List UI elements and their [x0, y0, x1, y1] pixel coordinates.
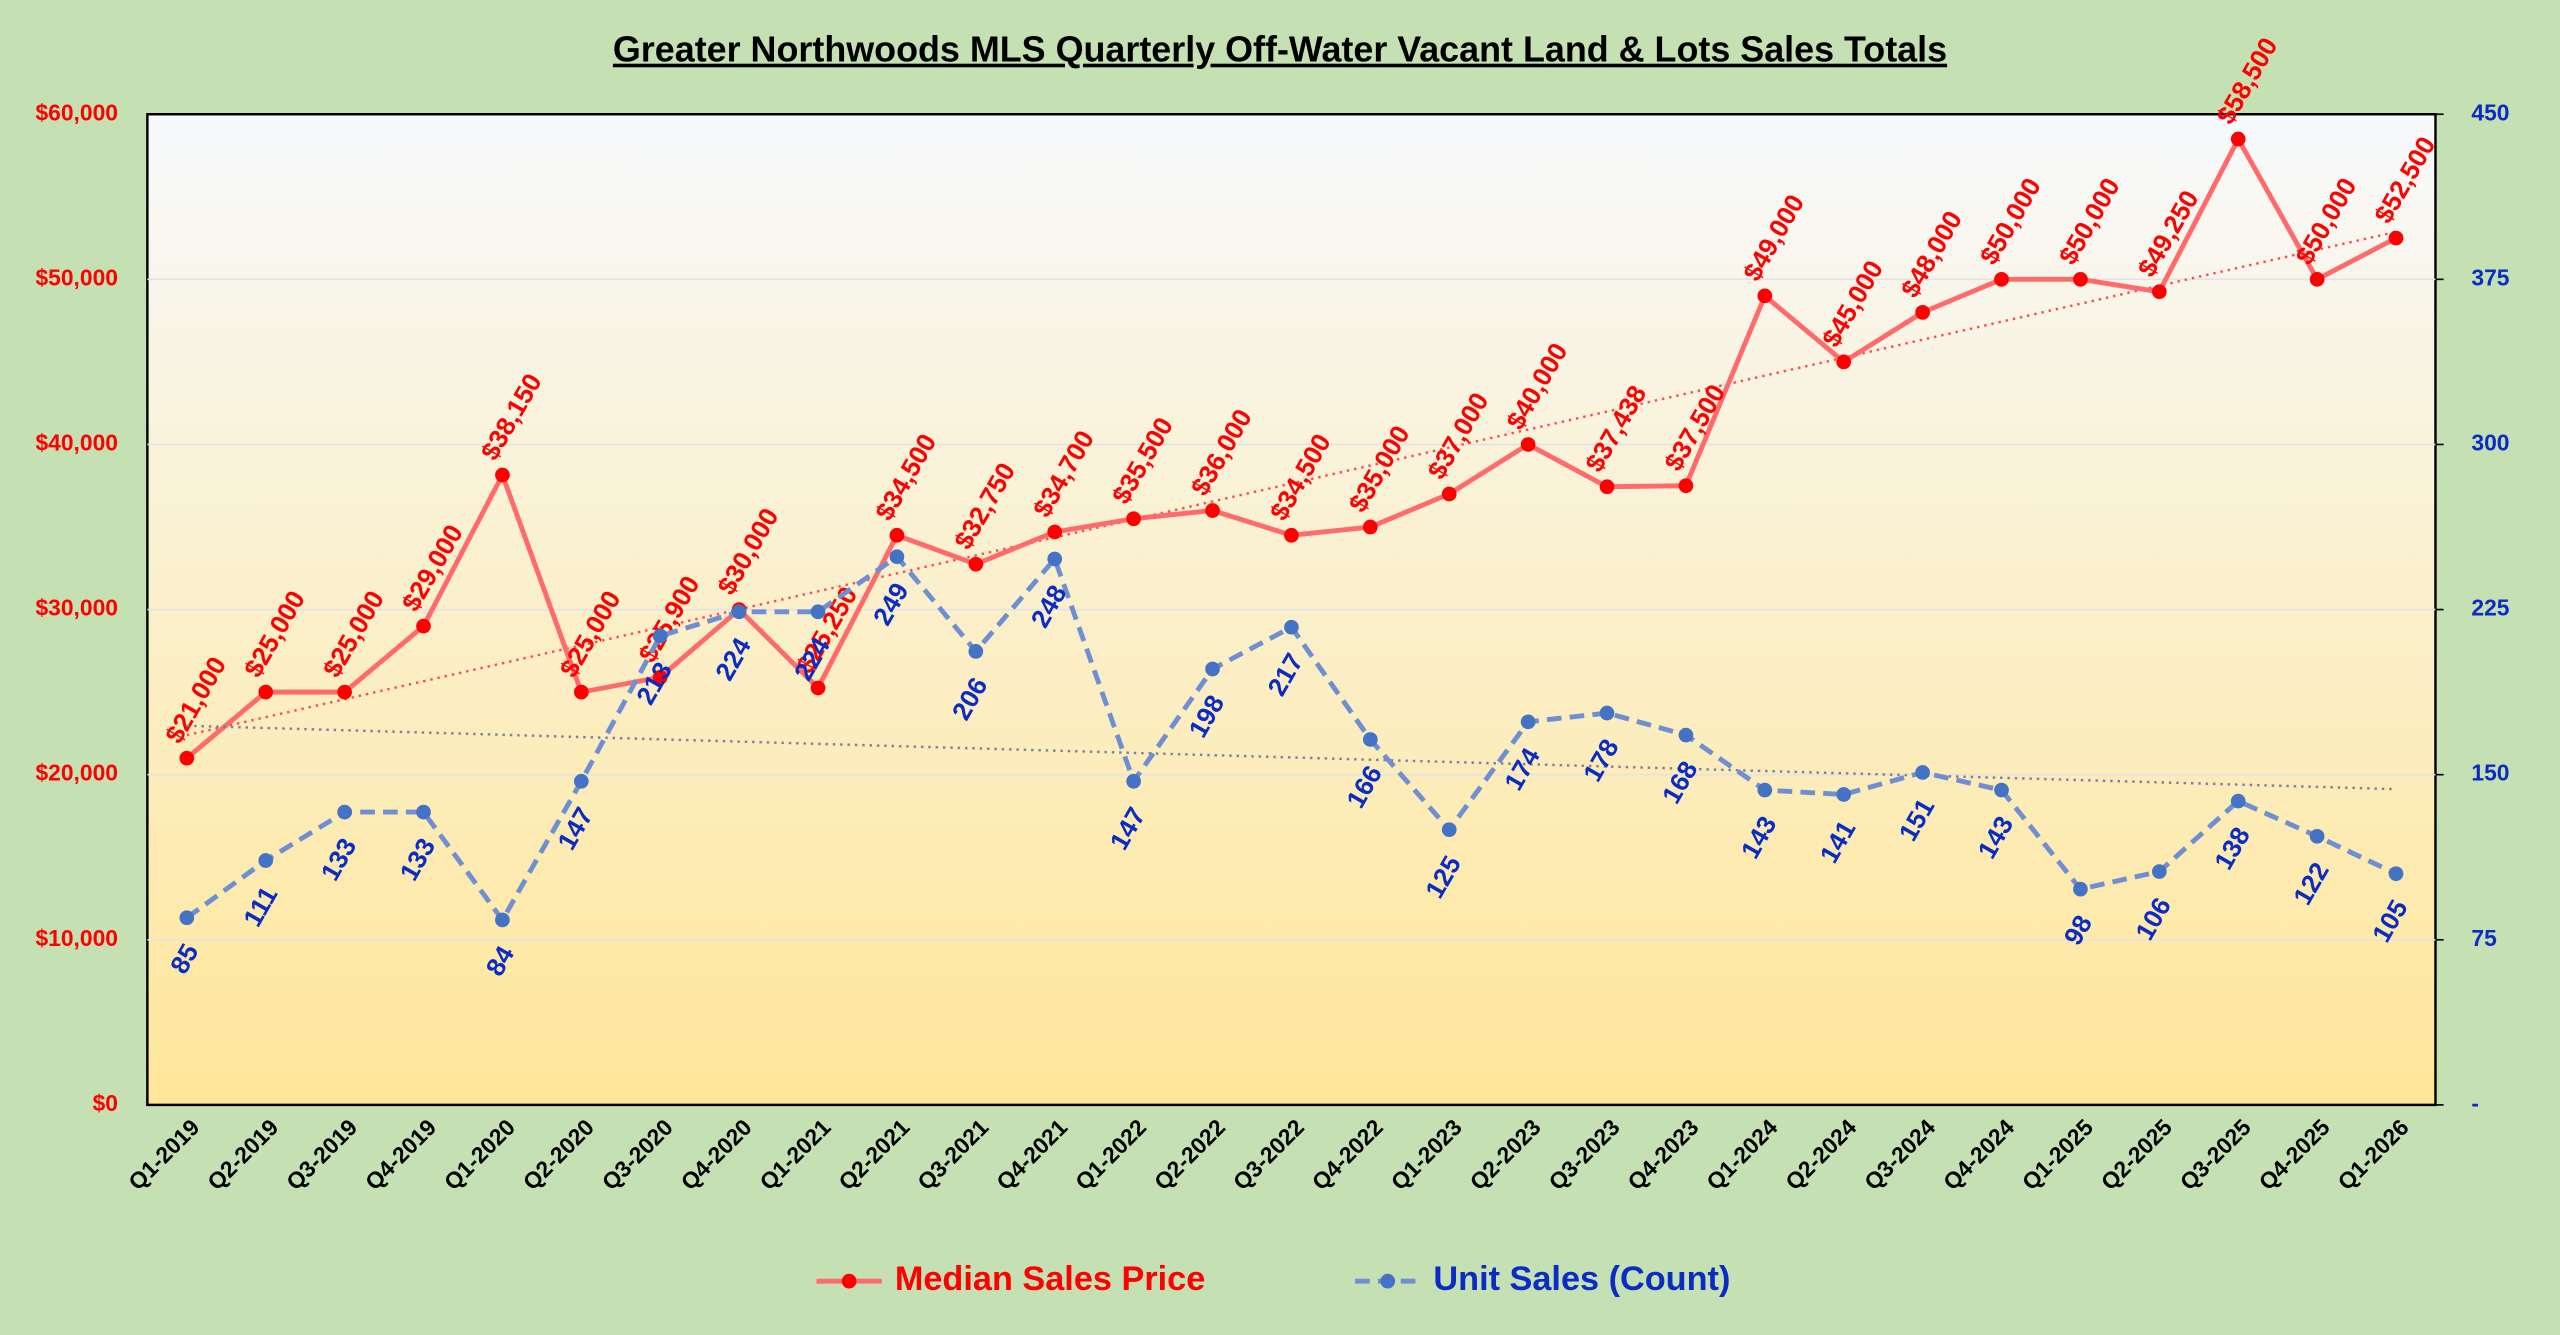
data-point [573, 773, 589, 789]
y2-tick-label: - [2471, 1090, 2479, 1116]
data-point [810, 604, 826, 620]
data-point [258, 853, 274, 868]
data-point [810, 680, 826, 696]
data-point [1836, 354, 1852, 370]
data-point [1757, 782, 1773, 798]
data-point [2309, 828, 2325, 844]
data-point [2151, 284, 2167, 300]
y-tick-label: $30,000 [35, 595, 118, 621]
y2-tick-label: 375 [2471, 264, 2509, 290]
y2-tick-label: 300 [2471, 429, 2509, 455]
data-point [179, 750, 195, 766]
data-point [968, 644, 984, 659]
data-point [1599, 705, 1615, 721]
data-point [1047, 524, 1063, 540]
y-tick-label: $40,000 [35, 429, 118, 455]
data-point [652, 628, 668, 644]
data-point [889, 549, 905, 565]
data-point [258, 684, 274, 700]
data-point [416, 618, 431, 634]
data-point [1205, 503, 1220, 518]
data-point [1678, 727, 1694, 743]
data-point [573, 684, 589, 700]
y2-tick-label: 450 [2471, 99, 2509, 125]
data-point [1836, 787, 1852, 802]
data-point [1915, 765, 1930, 780]
data-point [2073, 272, 2088, 287]
data-point [2151, 864, 2167, 879]
data-point [416, 804, 431, 820]
trendline [186, 724, 2397, 791]
data-point [1441, 486, 1457, 502]
data-point [2230, 793, 2246, 809]
y2-tick-label: 150 [2471, 760, 2509, 786]
data-point [731, 604, 747, 620]
data-point [1520, 437, 1536, 452]
legend-label: Unit Sales (Count) [1433, 1260, 1730, 1298]
data-point [1441, 822, 1457, 838]
data-point [495, 467, 510, 483]
data-point [495, 912, 510, 928]
data-point [652, 669, 668, 685]
legend-marker [841, 1273, 857, 1289]
data-point [337, 804, 352, 820]
data-point [1047, 551, 1063, 567]
y-tick-label: $10,000 [35, 925, 118, 951]
data-point [337, 684, 352, 700]
data-point [2388, 230, 2404, 246]
data-point [1678, 478, 1694, 494]
data-point [1284, 527, 1299, 543]
data-point [1362, 732, 1378, 747]
data-point [1757, 288, 1773, 304]
legend-label: Median Sales Price [895, 1260, 1205, 1298]
trendline [186, 230, 2397, 737]
data-point [1362, 519, 1378, 535]
y-tick-label: $20,000 [35, 760, 118, 786]
y-tick-label: $60,000 [35, 99, 118, 125]
data-point [1915, 305, 1930, 320]
chart-title: Greater Northwoods MLS Quarterly Off-Wat… [613, 30, 1947, 70]
data-point [1994, 272, 2009, 287]
y-tick-label: $0 [93, 1090, 118, 1116]
data-point [1284, 619, 1299, 635]
data-point [2073, 881, 2088, 897]
y-tick-label: $50,000 [35, 264, 118, 290]
data-point [179, 910, 195, 926]
data-point [889, 527, 905, 543]
y2-tick-label: 75 [2471, 925, 2497, 951]
data-point [2388, 866, 2404, 882]
data-point [1126, 773, 1141, 789]
data-point [1126, 511, 1141, 527]
data-point [1994, 782, 2009, 798]
data-point [968, 556, 984, 572]
data-point [2309, 272, 2325, 287]
data-point [2230, 131, 2246, 147]
data-point [1520, 714, 1536, 730]
data-point [1205, 661, 1220, 677]
legend-marker [1380, 1273, 1396, 1289]
y2-tick-label: 225 [2471, 595, 2509, 621]
data-point [1599, 479, 1615, 495]
